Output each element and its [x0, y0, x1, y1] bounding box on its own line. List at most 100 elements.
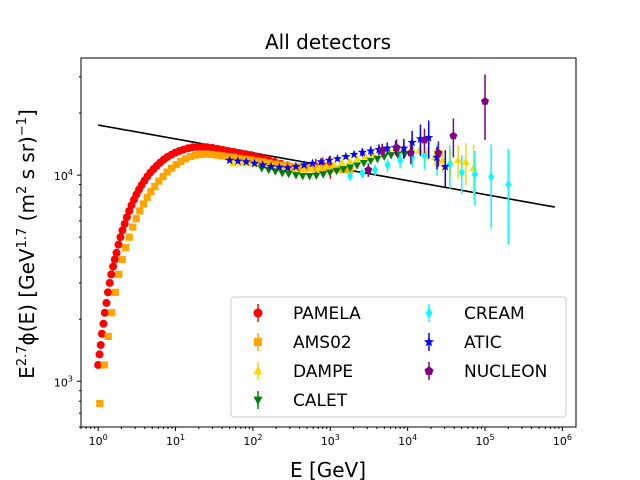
data-point-ams02: [115, 270, 123, 278]
data-point-atic: [341, 151, 351, 161]
data-point-cream: [372, 165, 379, 175]
x-tick-exp: 2: [257, 433, 262, 442]
data-point-dampe: [469, 163, 478, 172]
legend-entry-nucleon: NUCLEON: [424, 362, 547, 382]
series-calet: [257, 151, 409, 181]
x-tick-base: 10: [89, 435, 103, 448]
data-point-pamela: [109, 262, 118, 271]
legend-marker: [425, 307, 433, 319]
data-point-ams02: [125, 233, 133, 241]
data-point-ams02: [143, 193, 151, 201]
data-point-ams02: [100, 361, 108, 369]
data-point-dampe: [244, 158, 253, 167]
data-point-cream: [384, 160, 391, 170]
data-point-atic: [233, 156, 243, 165]
data-point-calet: [332, 167, 341, 176]
data-point-atic: [349, 149, 359, 159]
data-point-atic: [382, 143, 392, 153]
x-tick-label-6: 106: [553, 433, 572, 448]
data-points: [94, 74, 512, 408]
data-point-pamela: [97, 329, 106, 338]
data-point-ams02: [295, 163, 304, 171]
data-point-nucleon: [378, 146, 387, 154]
data-point-dampe: [228, 158, 237, 167]
data-point-ams02: [289, 162, 297, 171]
x-tick-label-1: 101: [166, 433, 185, 448]
x-tick-exp: 4: [412, 433, 417, 442]
data-point-atic: [283, 163, 293, 172]
data-point-pamela: [96, 340, 105, 349]
legend-marker: [253, 337, 263, 347]
legend-label: NUCLEON: [464, 362, 547, 382]
y-label-exp3: 2: [15, 186, 30, 194]
y-label-mid: (m: [15, 194, 39, 228]
x-tick-base: 10: [321, 435, 335, 448]
legend-label: CREAM: [464, 304, 525, 324]
data-point-dampe: [322, 162, 331, 170]
y-label-close: ]: [15, 109, 39, 117]
data-point-ams02: [247, 156, 255, 164]
data-point-atic: [241, 157, 251, 166]
x-tick-base: 10: [553, 435, 567, 448]
data-point-cream: [421, 151, 428, 161]
data-point-dampe: [330, 160, 339, 168]
data-point-ams02: [159, 172, 167, 181]
data-point-pamela: [114, 240, 123, 249]
x-tick-label-4: 104: [398, 433, 417, 448]
data-point-dampe: [345, 156, 354, 165]
data-point-ams02: [129, 223, 137, 231]
data-point-atic: [324, 155, 334, 165]
legend: PAMELA AMS02 DAMPE CALET CREAM ATIC NUCLEON: [230, 296, 567, 418]
data-point-calet: [291, 172, 300, 180]
data-point-calet: [400, 151, 409, 159]
data-point-calet: [359, 160, 368, 168]
data-point-calet: [353, 162, 362, 170]
x-tick-exp: 5: [489, 433, 494, 442]
data-point-ams02: [177, 157, 185, 166]
x-tick-label-3: 103: [321, 433, 340, 448]
data-point-ams02: [327, 165, 335, 173]
data-point-ams02: [265, 159, 273, 167]
data-point-ams02: [196, 150, 205, 159]
data-point-atic: [440, 161, 450, 171]
legend-entry-dampe: DAMPE: [253, 362, 353, 382]
plot-frame: [80, 57, 577, 428]
data-point-ams02: [136, 207, 144, 215]
data-point-ams02: [186, 152, 195, 161]
legend-entry-cream: CREAM: [425, 304, 525, 324]
data-point-cream: [488, 172, 495, 182]
series-atic: [225, 120, 450, 187]
data-point-pamela: [99, 319, 108, 328]
data-point-ams02: [207, 150, 215, 159]
data-point-ams02: [213, 151, 221, 159]
y-tick-base: 10: [54, 376, 68, 389]
data-point-calet: [346, 164, 355, 172]
data-point-nucleon: [434, 148, 443, 157]
data-point-ams02: [191, 151, 199, 159]
x-tick-exp: 3: [335, 433, 340, 442]
data-point-calet: [305, 173, 314, 181]
data-point-dampe: [314, 163, 323, 171]
legend-entry-pamela: PAMELA: [253, 304, 361, 324]
y-label-end: s sr): [15, 136, 39, 186]
series-nucleon: [364, 74, 489, 177]
data-point-atic: [225, 155, 235, 165]
legend-marker: [253, 396, 263, 405]
data-point-atic: [366, 146, 376, 155]
data-point-pamela: [110, 255, 119, 264]
x-tick-label-5: 105: [475, 433, 494, 448]
data-point-nucleon: [449, 131, 458, 140]
data-point-dampe: [337, 158, 346, 167]
x-axis-label: E [GeV]: [290, 458, 366, 480]
data-point-ams02: [147, 188, 155, 196]
data-point-pamela: [116, 233, 125, 242]
data-point-atic: [258, 160, 268, 169]
data-point-ams02: [139, 200, 148, 208]
data-point-calet: [373, 155, 382, 164]
data-point-calet: [325, 169, 334, 177]
data-point-atic: [432, 152, 442, 162]
data-point-atic: [399, 143, 409, 153]
y-tick-label-0: 103: [54, 374, 73, 389]
data-point-cream: [471, 169, 478, 180]
